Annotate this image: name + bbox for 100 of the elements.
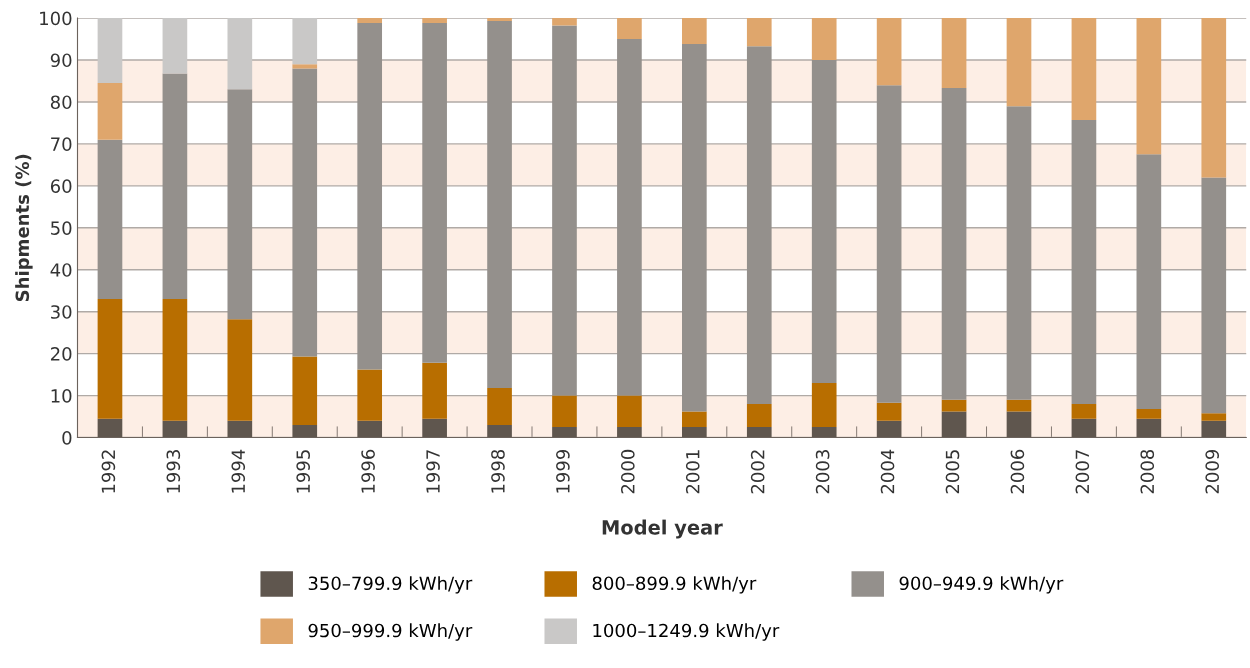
- bar: [617, 395, 642, 428]
- x-tick-label: 1994: [231, 449, 246, 493]
- y-tick-label: 20: [50, 347, 72, 361]
- bar: [97, 139, 123, 300]
- bar: [1071, 418, 1097, 438]
- legend-label: 900–949.9 kWh/yr: [899, 576, 1064, 594]
- bar: [1136, 154, 1162, 410]
- bar: [552, 395, 577, 428]
- x-tick-label: 1993: [166, 450, 181, 493]
- x-tick-label: 2002: [750, 450, 765, 494]
- bar: [162, 18, 188, 74]
- bar: [746, 403, 772, 428]
- bar: [97, 299, 123, 419]
- y-axis-title: Shipments (%): [15, 154, 33, 302]
- bar: [162, 420, 188, 438]
- bar: [876, 402, 902, 421]
- y-tick-label: 50: [51, 221, 72, 235]
- bar: [422, 418, 447, 438]
- bar: [292, 18, 318, 65]
- bar: [552, 25, 577, 396]
- x-tick-label: 1998: [491, 449, 505, 493]
- x-tick-label: 2003: [815, 450, 830, 494]
- bar: [1201, 18, 1227, 178]
- bar: [876, 420, 902, 438]
- bar: [292, 356, 318, 425]
- bar: [1006, 411, 1032, 438]
- x-tick-label: 2008: [1140, 449, 1155, 494]
- x-tick-label: 2006: [1010, 449, 1025, 494]
- bar: [682, 427, 707, 438]
- bar: [422, 362, 447, 419]
- x-tick-label: 2005: [945, 450, 960, 494]
- x-tick-label: 2000: [620, 449, 635, 494]
- bar: [1071, 403, 1097, 419]
- bar: [162, 73, 188, 300]
- y-tick-label: 30: [51, 305, 72, 319]
- bar: [876, 85, 902, 403]
- legend-label: 950–999.9 kWh/yr: [308, 623, 473, 641]
- bar: [682, 44, 707, 412]
- y-tick-label: 90: [50, 53, 72, 68]
- bar: [617, 427, 642, 438]
- bar: [227, 18, 253, 90]
- x-tick-label: 2009: [1205, 449, 1220, 494]
- bar: [227, 89, 253, 320]
- bar: [746, 46, 772, 404]
- bar: [1201, 177, 1227, 414]
- bar: [941, 18, 967, 89]
- x-tick-label: 1992: [101, 450, 116, 493]
- bar: [1201, 420, 1227, 438]
- bar: [292, 424, 318, 438]
- bar: [357, 369, 383, 421]
- x-tick-label: 2004: [880, 449, 895, 494]
- y-tick-label: 40: [50, 263, 72, 277]
- bar: [552, 427, 577, 438]
- bar: [1071, 119, 1097, 404]
- bar: [552, 18, 577, 26]
- x-tick-label: 1995: [296, 450, 310, 493]
- y-tick-label: 100: [40, 11, 72, 26]
- y-tick-label: 0: [62, 431, 72, 445]
- bar: [357, 420, 383, 438]
- bar: [292, 68, 318, 357]
- bar: [682, 411, 707, 428]
- bar: [617, 18, 642, 40]
- bar: [1136, 409, 1162, 419]
- bar: [162, 299, 188, 421]
- bar: [1006, 399, 1032, 412]
- bar: [97, 418, 123, 438]
- bar: [941, 411, 967, 438]
- y-tick-label: 10: [51, 389, 72, 403]
- y-tick-label: 80: [50, 95, 72, 110]
- legend-label: 800–899.9 kWh/yr: [592, 576, 757, 594]
- y-tick-label: 70: [51, 137, 72, 151]
- bar: [487, 18, 512, 21]
- bar: [1136, 418, 1162, 438]
- x-tick-label: 1999: [556, 449, 570, 493]
- bar: [487, 424, 512, 438]
- bar: [1071, 18, 1097, 120]
- bar: [811, 59, 837, 383]
- bar: [876, 18, 902, 86]
- bar: [1136, 18, 1162, 155]
- x-tick-label: 1996: [361, 449, 375, 493]
- x-tick-label: 1997: [426, 450, 440, 493]
- bar: [357, 18, 383, 24]
- bar: [227, 319, 253, 421]
- bar: [227, 420, 253, 438]
- bar: [422, 23, 447, 363]
- x-axis-title: Model year: [602, 519, 723, 539]
- x-tick-label: 2007: [1075, 450, 1090, 494]
- bar: [292, 64, 318, 69]
- bar: [746, 18, 772, 47]
- bar: [941, 88, 967, 400]
- bar: [617, 39, 642, 396]
- bar: [1201, 413, 1227, 421]
- bar: [811, 18, 837, 60]
- bar: [1006, 18, 1032, 107]
- bar: [682, 18, 707, 45]
- bar: [487, 20, 512, 389]
- bar: [746, 427, 772, 438]
- bar: [422, 18, 447, 24]
- bar: [811, 427, 837, 438]
- y-tick-label: 60: [50, 179, 72, 193]
